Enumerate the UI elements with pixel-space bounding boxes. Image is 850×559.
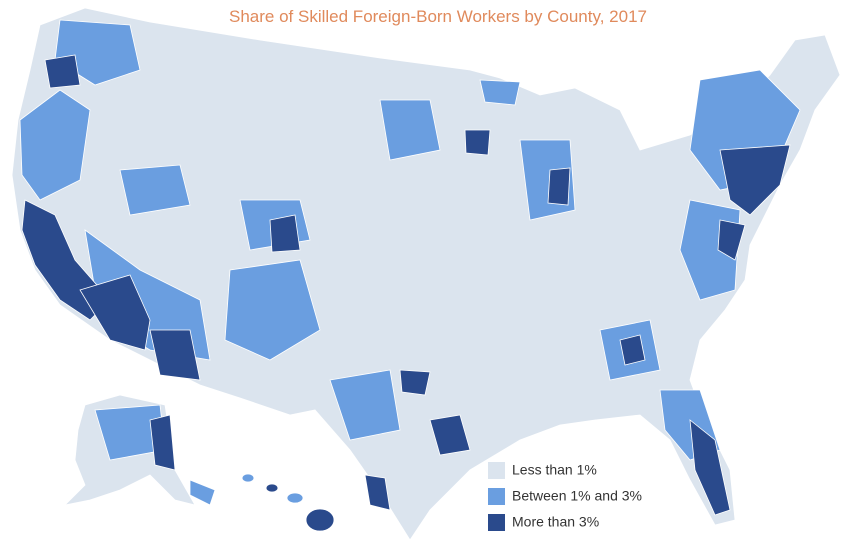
county-group — [149, 329, 201, 381]
county-group — [19, 89, 91, 201]
hawaii-island — [286, 492, 304, 504]
hawaii-island — [265, 483, 279, 493]
map-title: Share of Skilled Foreign-Born Workers by… — [229, 7, 647, 26]
hawaii-island — [305, 508, 335, 532]
legend: Less than 1% Between 1% and 3% More than 3… — [488, 462, 642, 531]
legend-label: Between 1% and 3% — [512, 488, 642, 504]
county-group — [379, 99, 441, 161]
county-group — [429, 414, 471, 456]
county-group — [224, 259, 321, 361]
legend-label: Less than 1% — [512, 462, 597, 478]
county-group — [44, 54, 81, 89]
county-group — [79, 274, 151, 351]
county-group — [189, 479, 216, 506]
legend-label: More than 3% — [512, 514, 599, 530]
county-group — [464, 129, 491, 156]
legend-swatch — [488, 488, 505, 505]
county-group — [149, 414, 176, 471]
county-group — [119, 164, 191, 216]
county-group — [329, 369, 401, 441]
legend-swatch — [488, 514, 505, 531]
county-group — [399, 369, 431, 396]
county-group — [717, 219, 746, 261]
county-group — [364, 474, 391, 511]
county-group — [689, 419, 731, 516]
county-group — [619, 334, 646, 366]
hawaii-island — [241, 473, 255, 483]
county-group — [719, 144, 791, 216]
legend-swatch — [488, 462, 505, 479]
county-group — [479, 79, 521, 106]
county-group — [547, 167, 571, 206]
county-group — [269, 214, 301, 253]
map — [11, 7, 841, 541]
